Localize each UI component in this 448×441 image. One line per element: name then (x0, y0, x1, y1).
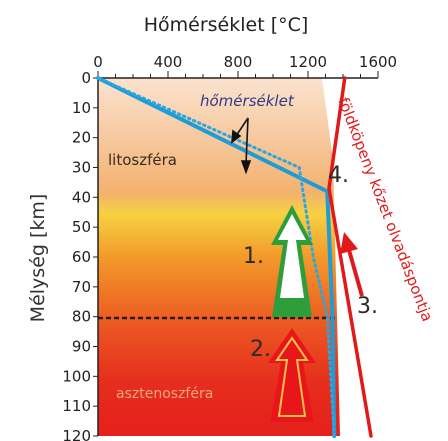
geotherm-line (96, 76, 337, 438)
y-tick-label: 40 (72, 188, 91, 206)
x-tick-label: 800 (224, 53, 253, 71)
y-tick-label: 20 (72, 129, 91, 147)
label-4: 4. (328, 163, 349, 188)
y-tick-label: 30 (72, 159, 91, 177)
y-tick-label: 0 (81, 69, 91, 87)
x-tick-label: 1600 (359, 53, 397, 71)
label-olvadaspont: földköpeny kőzet olvadáspontja (334, 95, 436, 324)
label-litoszfera: litoszféra (108, 151, 177, 169)
chart-title: Hőmérséklet [°C] (144, 14, 309, 36)
label-1: 1. (243, 244, 264, 269)
label-3: 3. (357, 294, 378, 319)
arrow-red-3 (340, 232, 364, 297)
y-axis-label: Mélység [km] (27, 194, 49, 323)
solidus-line (327, 76, 373, 438)
y-tick-label: 10 (72, 99, 91, 117)
x-tick-label: 400 (154, 53, 183, 71)
label-2: 2. (250, 337, 271, 362)
y-tick-label: 80 (72, 308, 91, 326)
y-tick-label: 110 (62, 397, 91, 415)
x-tick-label: 1200 (289, 53, 327, 71)
arrow-red-2 (268, 328, 316, 422)
y-tick-label: 90 (72, 338, 91, 356)
x-tick-label: 0 (93, 53, 103, 71)
y-tick-label: 100 (62, 367, 91, 385)
label-homerseklet: hőmérséklet (200, 92, 295, 110)
label-asztenoszfera: asztenoszféra (116, 386, 213, 402)
y-tick-label: 60 (72, 248, 91, 266)
geotherm-dotted-line (96, 76, 336, 438)
arrow-green-1 (271, 205, 313, 317)
y-tick-label: 50 (72, 218, 91, 236)
pointer-arrows (231, 117, 252, 175)
y-tick-label: 70 (72, 278, 91, 296)
y-tick-label: 120 (62, 427, 91, 441)
